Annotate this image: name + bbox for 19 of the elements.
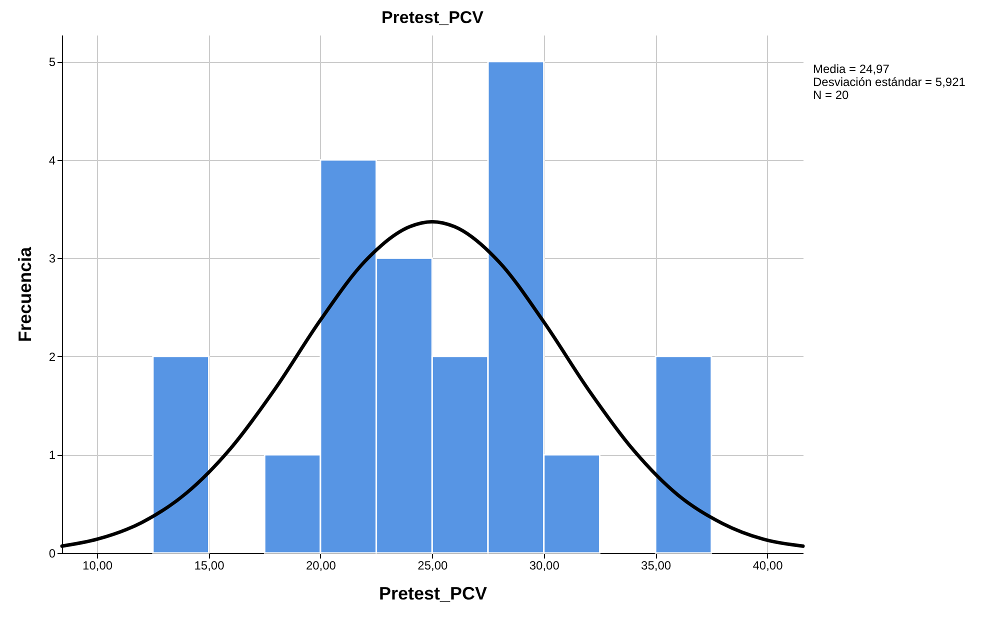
x-tick-label: 15,00 <box>194 558 225 572</box>
text: Desviación estándar = 5,921 <box>813 75 966 89</box>
x-tick-label: 10,00 <box>82 558 113 572</box>
x-tick-label: 20,00 <box>306 558 336 572</box>
y-tick-label: 5 <box>48 55 56 70</box>
y-tick-label: 1 <box>48 448 56 462</box>
x-tick-label: 30,00 <box>529 558 560 572</box>
x-axis-title: Pretest_PCV <box>378 584 488 604</box>
y-tick-label: 2 <box>48 350 56 364</box>
x-tick-label: 25,00 <box>418 558 448 572</box>
x-tick-label: 35,00 <box>641 558 672 572</box>
y-tick-label: 3 <box>48 252 56 266</box>
y-tick-label: 0 <box>48 546 56 560</box>
y-tick-label: 4 <box>48 153 56 168</box>
text: Media = 24,97 <box>813 62 890 76</box>
y-axis-title: Frecuencia <box>14 246 35 342</box>
chart-title: Pretest_PCV <box>381 8 484 27</box>
x-tick-label: 40,00 <box>752 558 784 572</box>
text: N = 20 <box>813 88 850 102</box>
